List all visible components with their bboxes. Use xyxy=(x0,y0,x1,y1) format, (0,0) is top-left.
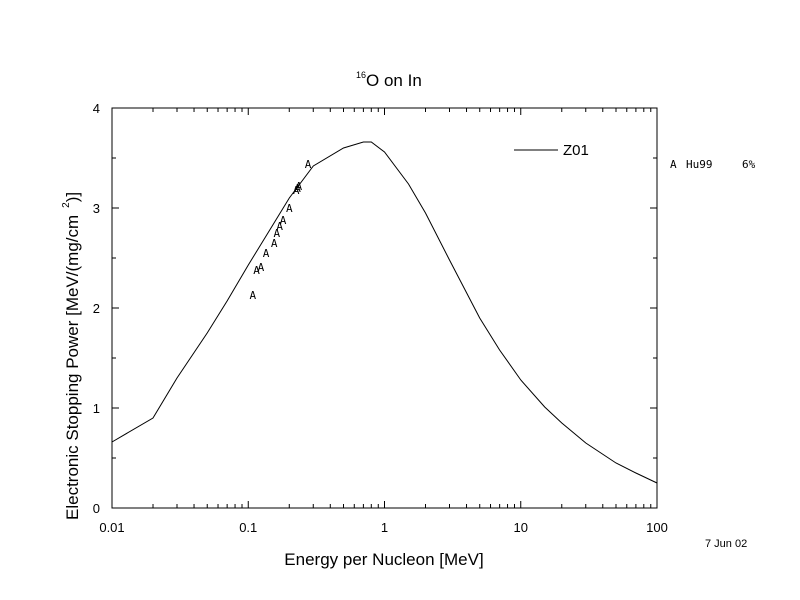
y-axis-label: Electronic Stopping Power [MeV/(mg/cm 2)] xyxy=(61,192,82,520)
legend-label-z01: Z01 xyxy=(563,142,589,159)
y-tick-label: 1 xyxy=(93,401,100,416)
y-axis-label-close: )] xyxy=(63,192,82,202)
hu99-data-point: A xyxy=(293,184,300,197)
x-tick-label: 100 xyxy=(646,520,668,535)
x-tick-label: 0.01 xyxy=(99,520,124,535)
hu99-data-point: A xyxy=(276,220,283,233)
date-stamp: 7 Jun 02 xyxy=(705,538,747,550)
x-tick-label: 1 xyxy=(381,520,388,535)
y-axis-label-text: Electronic Stopping Power [MeV/(mg/cm xyxy=(63,215,82,520)
hu99-data-point: A xyxy=(249,289,256,302)
hu99-data-point: A xyxy=(271,237,278,250)
y-tick-label: 2 xyxy=(93,301,100,316)
x-tick-label: 10 xyxy=(514,520,528,535)
hu99-data-point: A xyxy=(273,227,280,240)
y-tick-label: 3 xyxy=(93,201,100,216)
hu99-data-point: A xyxy=(305,158,312,171)
hu99-data-point: A xyxy=(258,261,265,274)
chart-title: 16O on In xyxy=(356,70,422,90)
axis-ticks xyxy=(111,107,658,509)
data-source-note: A Hu99 6% xyxy=(670,158,756,171)
plot-frame xyxy=(111,107,658,509)
hu99-data-point: A xyxy=(286,202,293,215)
data-source-marker: A xyxy=(670,158,677,171)
x-tick-labels: 0.01 0.1 1 10 100 xyxy=(99,520,668,535)
legend: Z01 xyxy=(514,142,589,159)
data-source-uncertainty: 6% xyxy=(742,158,756,171)
chart-title-superscript: 16 xyxy=(356,70,366,80)
hu99-data-point: A xyxy=(263,247,270,260)
series-line-z01 xyxy=(111,141,658,484)
chart-title-text: O on In xyxy=(366,71,422,90)
hu99-data-point: A xyxy=(294,182,301,195)
hu99-data-point: A xyxy=(295,180,302,193)
data-source-label: Hu99 xyxy=(686,158,713,171)
x-axis-label: Energy per Nucleon [MeV] xyxy=(284,550,483,569)
y-axis-label-superscript: 2 xyxy=(61,202,72,208)
hu99-data-point: A xyxy=(253,264,260,277)
hu99-data-point: A xyxy=(280,214,287,227)
y-tick-labels: 0 1 2 3 4 xyxy=(93,101,100,516)
y-tick-label: 4 xyxy=(93,101,100,116)
y-tick-label: 0 xyxy=(93,501,100,516)
x-tick-label: 0.1 xyxy=(239,520,257,535)
